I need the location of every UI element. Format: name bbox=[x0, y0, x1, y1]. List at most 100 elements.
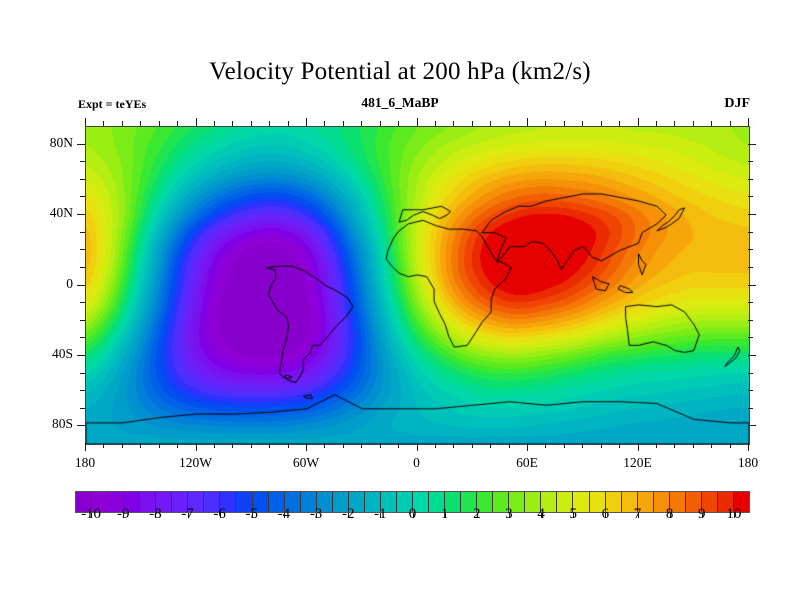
colorbar-cell bbox=[364, 492, 381, 512]
axis-tick bbox=[545, 443, 547, 448]
colorbar-cell bbox=[332, 492, 349, 512]
colorbar-cell bbox=[140, 492, 157, 512]
axis-tick bbox=[471, 443, 473, 448]
axis-tick bbox=[748, 161, 753, 163]
axis-tick bbox=[748, 266, 753, 268]
y-axis-tick-label: 80N bbox=[49, 134, 73, 150]
axis-tick bbox=[453, 443, 455, 448]
axis-tick bbox=[619, 443, 621, 448]
axis-tick bbox=[748, 425, 756, 427]
axis-tick bbox=[306, 118, 307, 126]
axis-tick bbox=[287, 121, 289, 126]
expt-name-label: Expt = teYEs bbox=[78, 97, 147, 111]
axis-tick bbox=[637, 118, 639, 126]
colorbar-cell bbox=[236, 492, 253, 512]
x-axis-tick-label: 0 bbox=[413, 455, 420, 470]
axis-tick bbox=[527, 118, 528, 126]
colorbar-cell bbox=[380, 492, 397, 512]
axis-tick bbox=[545, 121, 547, 126]
axis-tick bbox=[490, 121, 492, 126]
colorbar-cell bbox=[252, 492, 269, 512]
axis-tick bbox=[77, 143, 85, 145]
x-axis-tick-label: 120W bbox=[179, 455, 212, 470]
axis-tick bbox=[80, 231, 85, 233]
colorbar-cell bbox=[348, 492, 365, 512]
colorbar-tick-label: 8 bbox=[665, 506, 674, 522]
colorbar-tick bbox=[508, 513, 510, 518]
colorbar-cell bbox=[637, 492, 654, 512]
axis-tick bbox=[748, 196, 753, 198]
colorbar-tick bbox=[412, 513, 414, 518]
page-title: Velocity Potential at 200 hPa (km2/s) bbox=[209, 58, 591, 85]
axis-tick bbox=[250, 443, 252, 448]
axis-tick bbox=[508, 443, 510, 448]
colorbar-tick bbox=[733, 513, 735, 518]
colorbar-cell bbox=[605, 492, 622, 512]
axis-tick bbox=[416, 118, 418, 126]
axis-tick bbox=[140, 443, 142, 448]
axis-tick bbox=[80, 407, 85, 409]
axis-tick bbox=[77, 214, 85, 216]
x-axis-tick-label: 60W bbox=[292, 455, 320, 470]
axis-tick bbox=[416, 443, 418, 451]
axis-tick bbox=[748, 249, 753, 251]
axis-tick bbox=[637, 443, 639, 451]
axis-tick bbox=[80, 319, 85, 321]
colorbar-tick-label: 3 bbox=[505, 506, 513, 522]
season-label: DJF bbox=[724, 96, 750, 111]
axis-tick bbox=[361, 443, 363, 448]
colorbar-tick-label: 1 bbox=[440, 506, 449, 522]
axis-tick bbox=[748, 178, 753, 180]
axis-tick bbox=[177, 121, 179, 126]
axis-tick bbox=[692, 443, 694, 448]
colorbar-tick-label: 0 bbox=[408, 506, 417, 522]
y-axis-tick-label: 40S bbox=[51, 345, 73, 361]
colorbar-cell bbox=[653, 492, 670, 512]
colorbar-tick-label: 10 bbox=[726, 506, 742, 522]
axis-tick bbox=[80, 266, 85, 268]
axis-tick bbox=[306, 443, 307, 451]
axis-tick bbox=[655, 443, 657, 448]
axis-tick bbox=[342, 443, 344, 448]
colorbar-cell bbox=[204, 492, 221, 512]
colorbar-cell bbox=[589, 492, 606, 512]
axis-tick bbox=[80, 337, 85, 339]
colorbar-cell bbox=[493, 492, 510, 512]
y-axis-tick-label: 80S bbox=[51, 416, 73, 432]
colorbar-tick bbox=[155, 513, 157, 518]
axis-tick bbox=[508, 121, 510, 126]
colorbar-tick bbox=[219, 513, 221, 518]
axis-tick bbox=[748, 443, 749, 451]
axis-tick bbox=[748, 337, 753, 339]
colorbar-tick-label: 5 bbox=[569, 506, 577, 522]
x-axis-tick-label: 60E bbox=[516, 455, 538, 470]
axis-tick bbox=[195, 443, 197, 451]
axis-tick bbox=[563, 121, 565, 126]
colorbar-tick-label: -4 bbox=[277, 506, 291, 522]
colorbar-cell bbox=[669, 492, 686, 512]
colorbar-cell bbox=[172, 492, 189, 512]
axis-tick bbox=[748, 390, 753, 392]
axis-tick bbox=[121, 443, 123, 448]
colorbar-cell bbox=[220, 492, 237, 512]
colorbar-cell bbox=[92, 492, 109, 512]
axis-tick bbox=[80, 302, 85, 304]
axis-tick bbox=[748, 143, 756, 145]
colorbar-cell bbox=[188, 492, 205, 512]
axis-tick bbox=[158, 121, 160, 126]
axis-tick bbox=[692, 121, 694, 126]
colorbar-tick-label: -2 bbox=[341, 506, 355, 522]
colorbar bbox=[75, 491, 750, 513]
axis-tick bbox=[77, 284, 85, 286]
y-axis-tick-label: 40N bbox=[49, 205, 73, 221]
colorbar-tick bbox=[637, 513, 639, 518]
colorbar-tick-label: -6 bbox=[213, 506, 226, 522]
velocity-potential-contour-canvas bbox=[86, 127, 749, 444]
axis-tick bbox=[434, 443, 436, 448]
colorbar-tick bbox=[123, 513, 125, 518]
axis-tick bbox=[80, 249, 85, 251]
axis-tick bbox=[748, 214, 756, 216]
colorbar-cell bbox=[573, 492, 590, 512]
colorbar-tick bbox=[380, 513, 382, 518]
x-axis-tick-label: 180 bbox=[74, 455, 96, 470]
